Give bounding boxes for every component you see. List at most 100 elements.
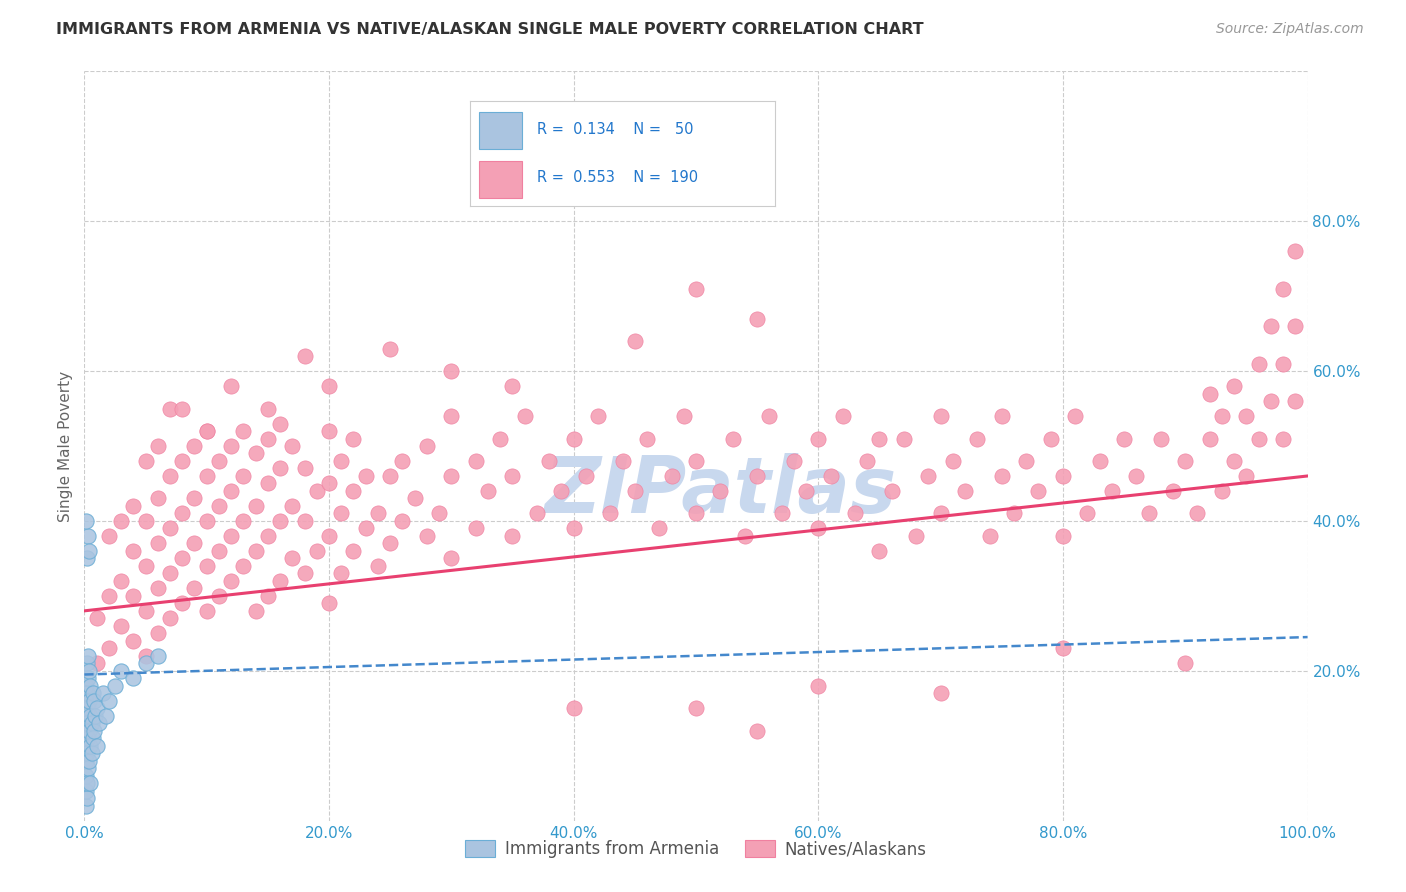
Point: [122, 589, 145, 603]
Point: [96, 708, 118, 723]
Point: [464, 454, 486, 468]
Point: [122, 544, 145, 558]
Point: [489, 432, 512, 446]
Point: [1174, 454, 1197, 468]
Point: [1211, 483, 1233, 498]
Point: [76, 716, 98, 731]
Point: [135, 514, 157, 528]
Point: [562, 701, 585, 715]
Point: [77, 648, 100, 663]
Y-axis label: Single Male Poverty: Single Male Poverty: [58, 370, 73, 522]
Point: [281, 439, 304, 453]
Point: [97, 529, 120, 543]
Point: [342, 432, 364, 446]
Point: [195, 514, 218, 528]
Point: [159, 566, 181, 581]
Point: [905, 529, 928, 543]
Point: [367, 558, 389, 573]
Point: [966, 432, 988, 446]
Point: [77, 723, 100, 738]
Point: [75, 769, 97, 783]
Point: [86, 739, 108, 753]
Point: [159, 521, 181, 535]
Point: [82, 731, 104, 746]
Point: [104, 679, 127, 693]
Point: [636, 432, 658, 446]
Point: [1198, 386, 1220, 401]
Point: [87, 716, 110, 731]
Point: [183, 439, 205, 453]
Point: [84, 708, 107, 723]
Point: [477, 483, 499, 498]
Point: [110, 574, 132, 588]
Point: [245, 446, 267, 460]
Point: [880, 483, 903, 498]
Point: [685, 701, 707, 715]
Point: [135, 657, 157, 671]
Point: [219, 574, 242, 588]
Point: [1052, 469, 1074, 483]
Point: [747, 723, 769, 738]
Text: ZIPatlas: ZIPatlas: [544, 453, 897, 529]
Point: [612, 454, 634, 468]
Point: [391, 454, 413, 468]
Point: [75, 754, 97, 768]
Point: [831, 409, 853, 423]
Point: [86, 701, 108, 715]
Point: [77, 664, 100, 678]
Point: [1236, 409, 1258, 423]
Point: [281, 499, 304, 513]
Point: [820, 469, 842, 483]
Point: [172, 551, 194, 566]
Point: [929, 507, 952, 521]
Point: [318, 424, 340, 438]
Point: [1174, 657, 1197, 671]
Point: [979, 529, 1001, 543]
Point: [122, 499, 145, 513]
Point: [991, 409, 1014, 423]
Point: [77, 761, 100, 775]
Point: [416, 439, 439, 453]
Point: [257, 432, 280, 446]
Point: [367, 507, 389, 521]
Point: [1236, 469, 1258, 483]
Point: [1161, 483, 1184, 498]
Point: [526, 507, 548, 521]
Point: [257, 529, 280, 543]
Point: [80, 716, 103, 731]
Point: [380, 342, 402, 356]
Point: [342, 483, 364, 498]
Point: [1187, 507, 1209, 521]
Point: [648, 521, 671, 535]
Point: [1028, 483, 1050, 498]
Point: [122, 671, 145, 685]
Point: [232, 558, 254, 573]
Point: [893, 432, 915, 446]
Point: [869, 432, 891, 446]
Text: Source: ZipAtlas.com: Source: ZipAtlas.com: [1216, 22, 1364, 37]
Point: [991, 469, 1014, 483]
Point: [1101, 483, 1123, 498]
Point: [624, 334, 647, 348]
Point: [721, 432, 744, 446]
Point: [146, 626, 169, 640]
Point: [1272, 357, 1295, 371]
Point: [75, 514, 97, 528]
Point: [269, 461, 291, 475]
Point: [79, 708, 101, 723]
Point: [208, 544, 231, 558]
Point: [380, 469, 402, 483]
Point: [294, 514, 316, 528]
Point: [97, 589, 120, 603]
Point: [257, 401, 280, 416]
Point: [245, 604, 267, 618]
Point: [195, 424, 218, 438]
Point: [1052, 641, 1074, 656]
Point: [330, 566, 353, 581]
Point: [1247, 357, 1270, 371]
Point: [747, 469, 769, 483]
Point: [624, 483, 647, 498]
Point: [661, 469, 683, 483]
Point: [77, 694, 100, 708]
Point: [75, 798, 97, 813]
